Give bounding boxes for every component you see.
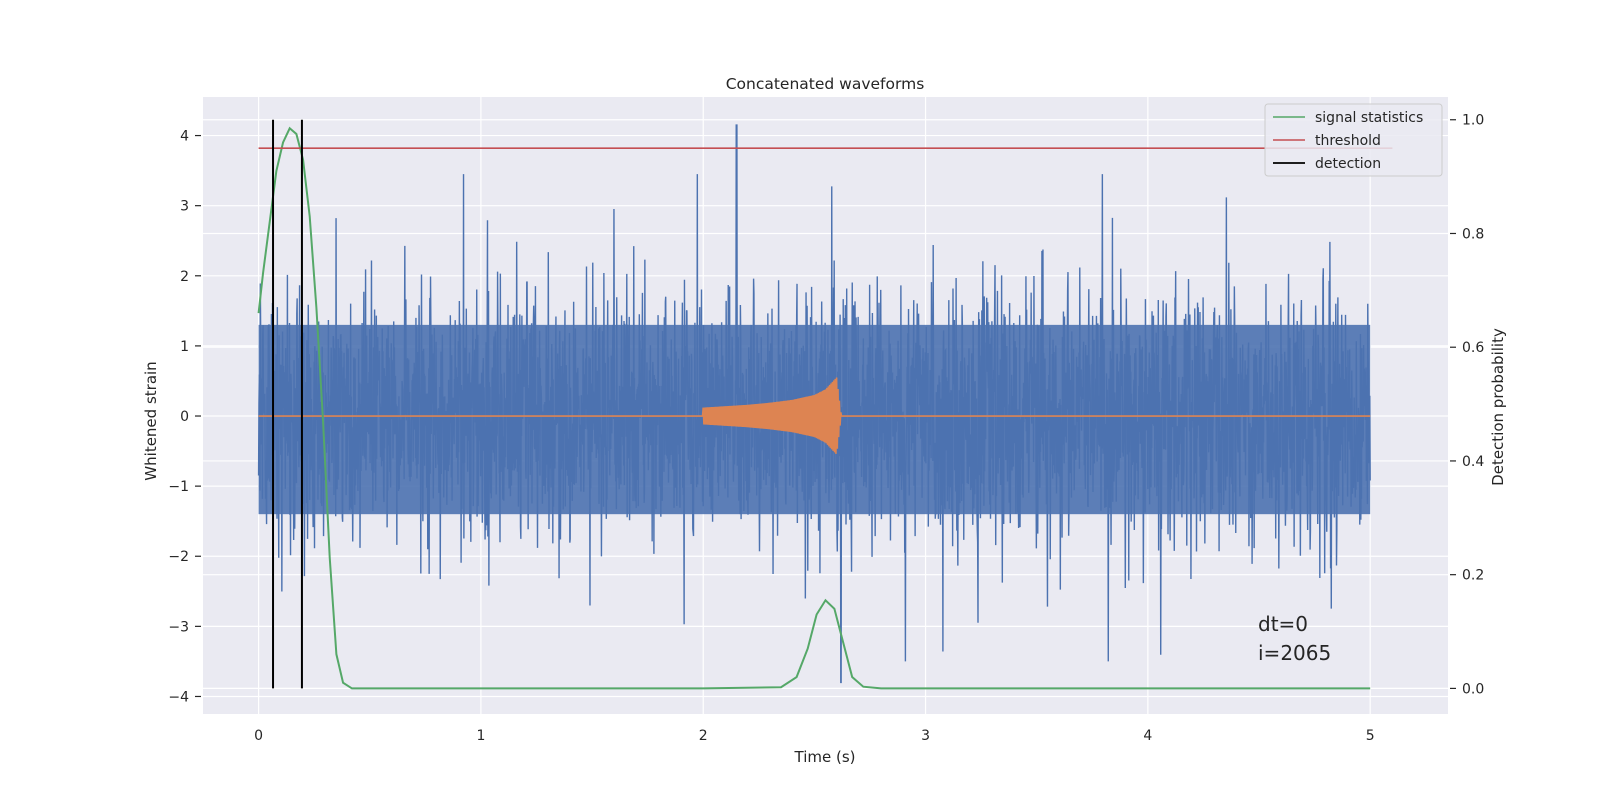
y-right-tick-label-2: 0.4 — [1462, 454, 1484, 470]
chirp-waveform — [258, 377, 1371, 454]
legend-box — [1264, 103, 1443, 177]
y-left-tick-label-7: 3 — [180, 199, 189, 215]
y-left-tick-label-3: −1 — [168, 479, 189, 495]
x-tick-label-5: 5 — [1366, 728, 1375, 744]
x-tick-label-0: 0 — [254, 728, 263, 744]
annotation-index: i=2065 — [1258, 641, 1331, 665]
y-right-tick-label-0: 0.0 — [1462, 681, 1484, 697]
tick-layer: 0 1 2 3 4 5 −4 −3 −2 −1 0 1 2 3 4 0.0 0.2 0.4 0.6 0.8 1.0 — [168, 113, 1484, 744]
legend: signal statistics threshold detection — [1264, 103, 1443, 177]
y-left-tick-label-1: −3 — [168, 619, 189, 635]
y-left-tick-label-6: 2 — [180, 269, 189, 285]
x-tick-label-1: 1 — [476, 728, 485, 744]
x-tick-label-3: 3 — [921, 728, 930, 744]
y-axis-right-label: Detection probability — [1489, 328, 1507, 486]
chart-title: Concatenated waveforms — [726, 75, 925, 93]
y-right-tick-label-5: 1.0 — [1462, 113, 1484, 129]
annotation-dt: dt=0 — [1258, 612, 1308, 636]
y-left-tick-label-8: 4 — [180, 129, 189, 145]
x-tick-label-4: 4 — [1143, 728, 1152, 744]
signal-statistics-line — [257, 126, 1371, 690]
y-right-tick-label-3: 0.6 — [1462, 340, 1484, 356]
y-axis-left-label: Whitened strain — [142, 361, 160, 480]
y-left-tick-label-5: 1 — [180, 339, 189, 355]
y-left-tick-label-0: −4 — [168, 689, 189, 705]
x-tick-label-2: 2 — [699, 728, 708, 744]
y-right-tick-label-4: 0.8 — [1462, 226, 1484, 242]
series-layer — [257, 119, 1393, 690]
y-left-tick-label-2: −2 — [168, 549, 189, 565]
y-right-tick-label-1: 0.2 — [1462, 568, 1484, 584]
legend-label-threshold: threshold — [1315, 133, 1381, 149]
y-left-tick-label-4: 0 — [180, 409, 189, 425]
x-axis-label: Time (s) — [794, 748, 856, 766]
legend-label-signal-statistics: signal statistics — [1315, 110, 1423, 126]
legend-label-detection: detection — [1315, 156, 1381, 172]
